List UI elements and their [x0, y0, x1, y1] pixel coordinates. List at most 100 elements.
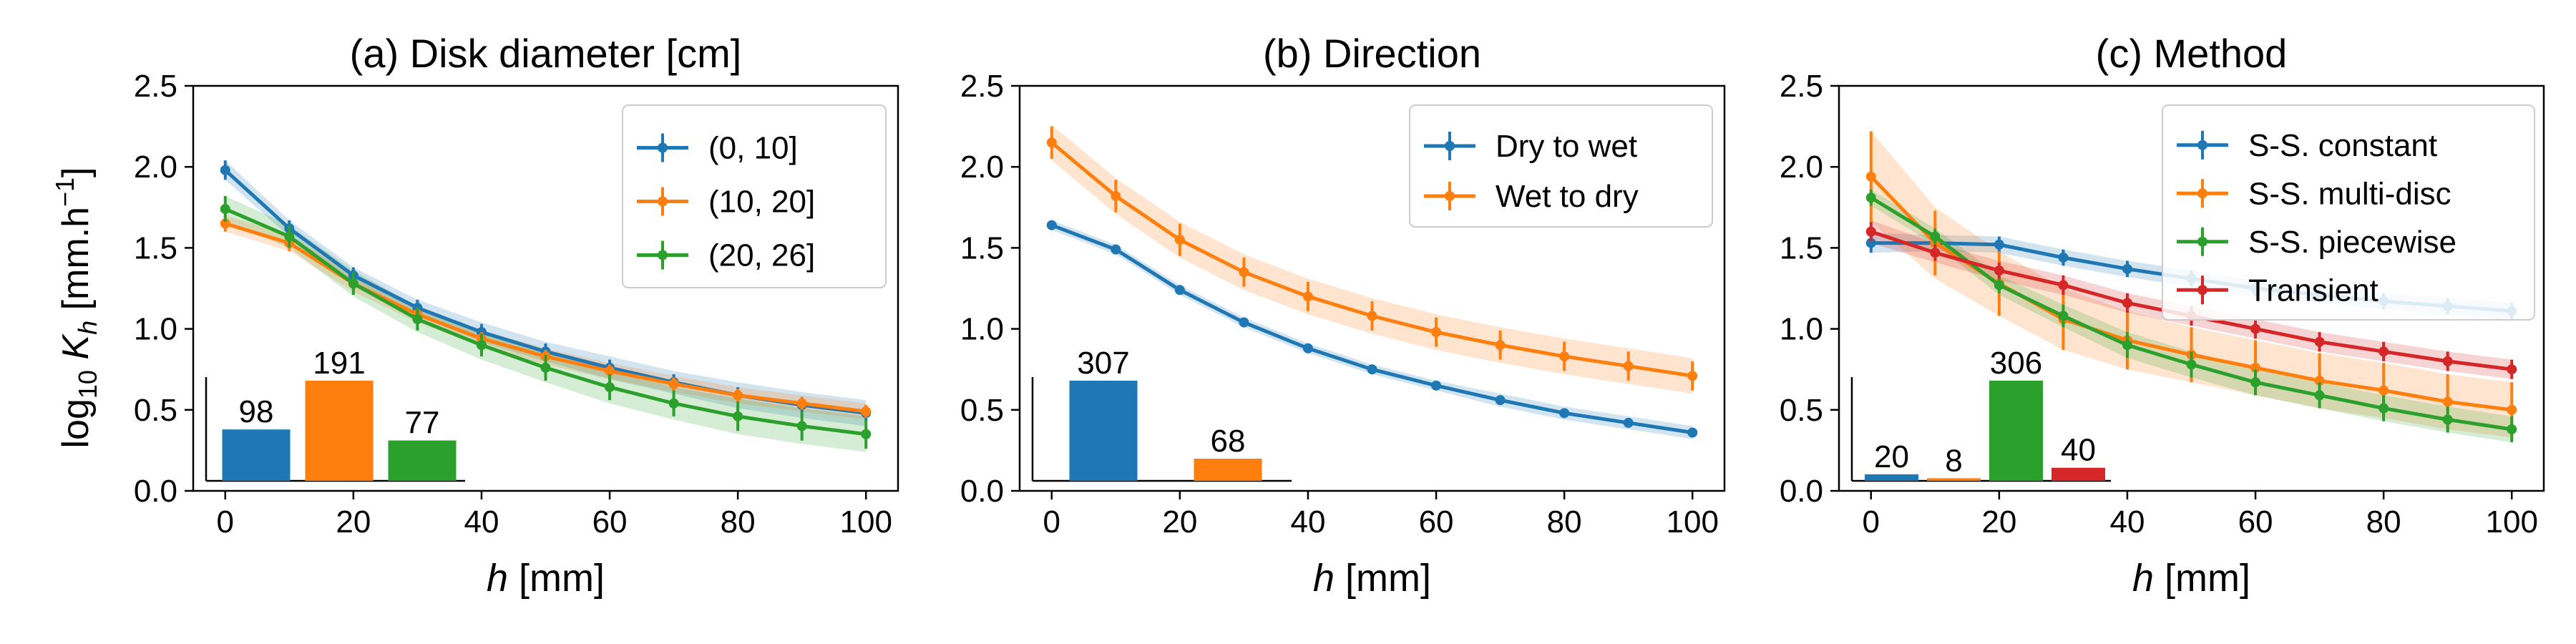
panel-direction: (b) Direction h [mm] 0 20 40 60 80 100 0.0 0.5 1.0…	[960, 31, 1726, 600]
inset-count-bar	[2051, 467, 2105, 481]
x-tick-label: 80	[1547, 504, 1582, 540]
legend-marker	[1445, 191, 1455, 201]
inset-count-bar	[1194, 458, 1262, 481]
panel-disk-diameter: (a) Disk diameter [cm] h [mm] 0 20 40 60 80 100…	[134, 31, 899, 600]
data-point	[2058, 311, 2069, 321]
data-point	[2507, 364, 2517, 375]
data-point	[476, 340, 487, 351]
y-tick-label: 2.0	[134, 150, 177, 185]
data-point	[1687, 427, 1698, 438]
data-point	[1046, 137, 1057, 148]
data-point	[1865, 226, 1876, 237]
y-tick-label: 1.5	[960, 230, 1004, 265]
y-tick-label: 2.0	[1780, 150, 1823, 185]
data-point	[1495, 395, 1506, 406]
y-tick-label: 0.5	[960, 393, 1004, 428]
data-point	[861, 406, 872, 417]
data-point	[284, 231, 295, 242]
data-point	[1111, 244, 1121, 255]
data-point	[1930, 231, 1941, 242]
x-tick-label: 80	[721, 504, 756, 540]
data-point	[605, 382, 615, 393]
confidence-band-3	[1870, 220, 2512, 379]
data-point	[796, 421, 807, 431]
legend-label: Wet to dry	[1496, 179, 1639, 214]
data-point	[2379, 346, 2389, 357]
data-point	[2122, 340, 2132, 351]
panel-title: (a) Disk diameter [cm]	[350, 31, 742, 76]
data-point	[2058, 252, 2069, 263]
inset-count-label: 68	[1211, 424, 1246, 459]
data-point	[220, 165, 230, 175]
x-axis-label-var: h	[487, 557, 508, 600]
x-axis-label-unit: [mm]	[2154, 557, 2250, 600]
data-point	[2314, 390, 2325, 401]
legend-marker	[658, 196, 668, 207]
x-axis-label: h [mm]	[1313, 557, 1431, 600]
axes-frame	[1838, 84, 2545, 492]
data-point	[2442, 414, 2453, 425]
x-tick-label: 40	[464, 504, 499, 540]
x-tick-label: 100	[840, 504, 892, 540]
y-tick-label: 0.0	[134, 474, 177, 509]
data-point	[1930, 248, 1941, 258]
legend-label: S-S. multi-disc	[2248, 176, 2451, 211]
inset-count-bar	[388, 440, 457, 481]
x-axis-label-var: h	[1313, 557, 1335, 600]
data-point	[2122, 263, 2132, 274]
x-axis-label: h [mm]	[487, 557, 605, 600]
data-point	[1046, 220, 1057, 230]
data-point	[1111, 190, 1121, 201]
x-axis-label: h [mm]	[2132, 557, 2250, 600]
data-point	[1367, 311, 1377, 321]
data-point	[1865, 171, 1876, 182]
legend-marker	[2197, 188, 2207, 199]
data-point	[2122, 298, 2132, 308]
data-point	[1239, 267, 1249, 278]
x-axis-label-unit: [mm]	[508, 557, 605, 600]
inset-count-bar	[222, 429, 291, 481]
x-tick-label: 20	[336, 504, 371, 540]
data-point	[1431, 380, 1442, 391]
confidence-band-0	[1051, 220, 1693, 439]
data-point	[2186, 359, 2197, 370]
y-tick-label: 2.5	[134, 69, 177, 104]
inset-count-label: 40	[2061, 433, 2096, 468]
legend-marker	[658, 250, 668, 260]
data-point	[2250, 323, 2261, 334]
data-point	[861, 429, 872, 439]
data-point	[668, 398, 679, 409]
data-point	[1559, 351, 1570, 362]
legend-marker	[1445, 141, 1455, 151]
y-tick-label: 0.0	[960, 474, 1004, 509]
y-tick-label: 2.5	[960, 69, 1004, 104]
x-tick-label: 60	[592, 504, 628, 540]
data-point	[1239, 317, 1249, 328]
axes-frame	[192, 84, 899, 492]
y-tick-label: 1.5	[1780, 230, 1823, 265]
data-point	[540, 362, 551, 373]
x-tick-label: 60	[1419, 504, 1454, 540]
inset-count-label: 191	[313, 346, 365, 381]
legend-marker	[2197, 285, 2207, 296]
data-point	[1559, 408, 1570, 419]
panel-method: (c) Method h [mm] 0 20 40 60 80 100 0.0 0.5 1.0 1.5…	[1780, 31, 2545, 600]
data-point	[796, 398, 807, 409]
data-point	[1623, 417, 1634, 428]
legend-marker	[658, 142, 668, 153]
inset-count-label: 20	[1874, 439, 1909, 474]
inset-count-label: 306	[1990, 346, 2042, 381]
x-axis-label-var: h	[2132, 557, 2154, 600]
data-point	[1865, 238, 1876, 248]
legend-marker	[2197, 140, 2207, 150]
y-tick-label: 2.5	[1780, 69, 1823, 104]
x-tick-label: 40	[2109, 504, 2145, 540]
data-point	[2250, 362, 2261, 373]
x-tick-label: 20	[1162, 504, 1197, 540]
data-point	[2507, 424, 2517, 434]
x-tick-label: 60	[2238, 504, 2273, 540]
data-point	[220, 218, 230, 229]
data-point	[2250, 377, 2261, 388]
data-point	[733, 411, 743, 421]
